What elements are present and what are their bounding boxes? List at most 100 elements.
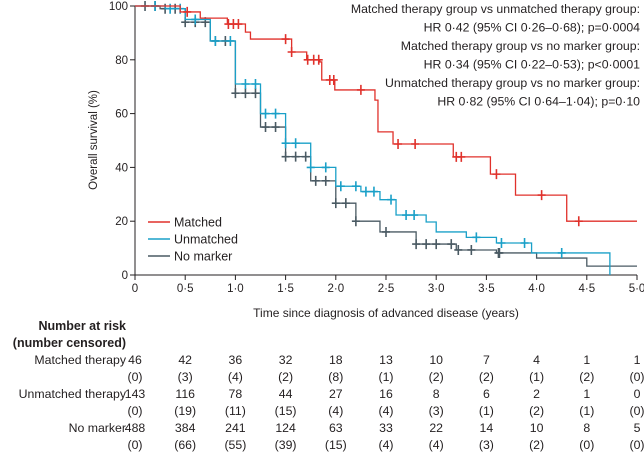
censor-mark <box>574 216 583 227</box>
x-tick-label: 0 <box>132 283 138 295</box>
censored-value: (15) <box>275 404 297 418</box>
censor-mark <box>331 198 340 209</box>
at-risk-value: 116 <box>175 387 195 401</box>
x-tick-label: 2·5 <box>378 283 395 295</box>
at-risk-value: 488 <box>125 421 146 435</box>
at-risk-value: 8 <box>583 421 590 435</box>
survival-curves <box>135 1 637 275</box>
x-tick-label: 0·5 <box>177 283 194 295</box>
censor-mark <box>261 122 270 133</box>
censor-mark <box>422 239 431 250</box>
censor-mark <box>211 35 220 46</box>
annotation-line: HR 0·82 (95% CI 0·64–1·04); p=0·10 <box>437 95 640 109</box>
censor-mark <box>336 181 345 192</box>
at-risk-value: 2 <box>533 387 540 401</box>
legend-label: No marker <box>174 250 232 264</box>
censored-value: (3) <box>479 438 494 452</box>
x-tick-label: 1·0 <box>227 283 244 295</box>
censor-mark <box>361 186 370 197</box>
at-risk-value: 143 <box>125 387 146 401</box>
annotation-line: Matched therapy group vs no marker group… <box>401 39 640 53</box>
x-tick-label: 2·0 <box>327 283 344 295</box>
censor-mark <box>369 186 378 197</box>
censor-mark <box>271 122 280 133</box>
censored-value: (1) <box>529 370 544 384</box>
censored-value: (4) <box>228 370 243 384</box>
at-risk-value: 384 <box>175 421 196 435</box>
censored-value: (8) <box>328 370 343 384</box>
at-risk-value: 78 <box>229 387 243 401</box>
at-risk-value: 63 <box>329 421 343 435</box>
censor-mark <box>271 108 280 119</box>
censor-mark <box>467 244 476 255</box>
y-tick-label: 60 <box>115 109 128 121</box>
censor-mark <box>291 138 300 149</box>
x-tick-label: 3·5 <box>478 283 495 295</box>
censor-mark <box>356 84 365 95</box>
censor-mark <box>537 190 546 201</box>
censored-value: (4) <box>378 404 393 418</box>
censored-value: (3) <box>429 404 444 418</box>
y-tick-label: 20 <box>115 216 128 228</box>
annotation-line: Unmatched therapy group vs no marker gro… <box>385 76 640 90</box>
at-risk-value: 5 <box>634 421 641 435</box>
legend-label: Matched <box>174 216 222 230</box>
risk-table-title: Number at risk <box>38 319 126 333</box>
x-axis-label: Time since diagnosis of advanced disease… <box>253 306 519 320</box>
censored-value: (3) <box>178 370 193 384</box>
censor-mark <box>495 247 504 258</box>
censored-value: (15) <box>325 438 347 452</box>
censor-mark <box>520 237 529 248</box>
y-tick-label: 80 <box>115 55 128 67</box>
at-risk-value: 1 <box>583 353 590 367</box>
censor-mark <box>410 210 419 221</box>
censored-value: (55) <box>224 438 246 452</box>
at-risk-value: 8 <box>433 387 440 401</box>
censor-mark <box>301 151 310 162</box>
censor-mark <box>226 35 235 46</box>
x-tick-label: 1·5 <box>277 283 294 295</box>
censored-value: (66) <box>174 438 196 452</box>
censored-value: (4) <box>378 438 393 452</box>
censor-mark <box>394 138 403 149</box>
censored-value: (0) <box>629 438 644 452</box>
censor-mark <box>382 226 390 237</box>
censor-mark <box>454 244 463 255</box>
censored-value: (1) <box>579 404 594 418</box>
censored-value: (0) <box>629 370 644 384</box>
hazard-ratio-annotations: Matched therapy group vs unmatched thera… <box>351 2 640 109</box>
censor-mark <box>191 14 200 25</box>
censor-mark <box>412 239 421 250</box>
y-tick-label: 0 <box>122 270 128 282</box>
censored-value: (0) <box>127 404 142 418</box>
at-risk-value: 46 <box>128 353 142 367</box>
y-tick-label: 100 <box>109 1 128 13</box>
censored-value: (2) <box>278 370 293 384</box>
censor-mark <box>287 46 296 57</box>
censor-mark <box>557 247 566 258</box>
censored-value: (0) <box>127 370 142 384</box>
at-risk-value: 241 <box>225 421 246 435</box>
at-risk-value: 6 <box>483 387 490 401</box>
censor-mark <box>457 151 466 162</box>
censored-value: (0) <box>629 404 644 418</box>
annotation-line: Matched therapy group vs unmatched thera… <box>351 2 640 16</box>
at-risk-value: 22 <box>429 421 443 435</box>
y-tick-label: 40 <box>115 162 128 174</box>
censor-mark <box>183 6 192 17</box>
censor-mark <box>241 79 250 90</box>
x-tick-label: 3·0 <box>428 283 445 295</box>
censored-value: (2) <box>579 370 594 384</box>
censored-value: (4) <box>429 438 444 452</box>
censor-mark <box>321 175 330 186</box>
censor-mark <box>411 138 420 149</box>
censor-mark <box>387 194 396 205</box>
censored-value: (19) <box>174 404 196 418</box>
censor-mark <box>321 162 330 173</box>
censor-mark <box>281 34 290 45</box>
censor-mark <box>281 138 290 149</box>
risk-table-subtitle: (number censored) <box>13 336 126 350</box>
censored-value: (39) <box>275 438 297 452</box>
censored-value: (11) <box>225 404 246 418</box>
